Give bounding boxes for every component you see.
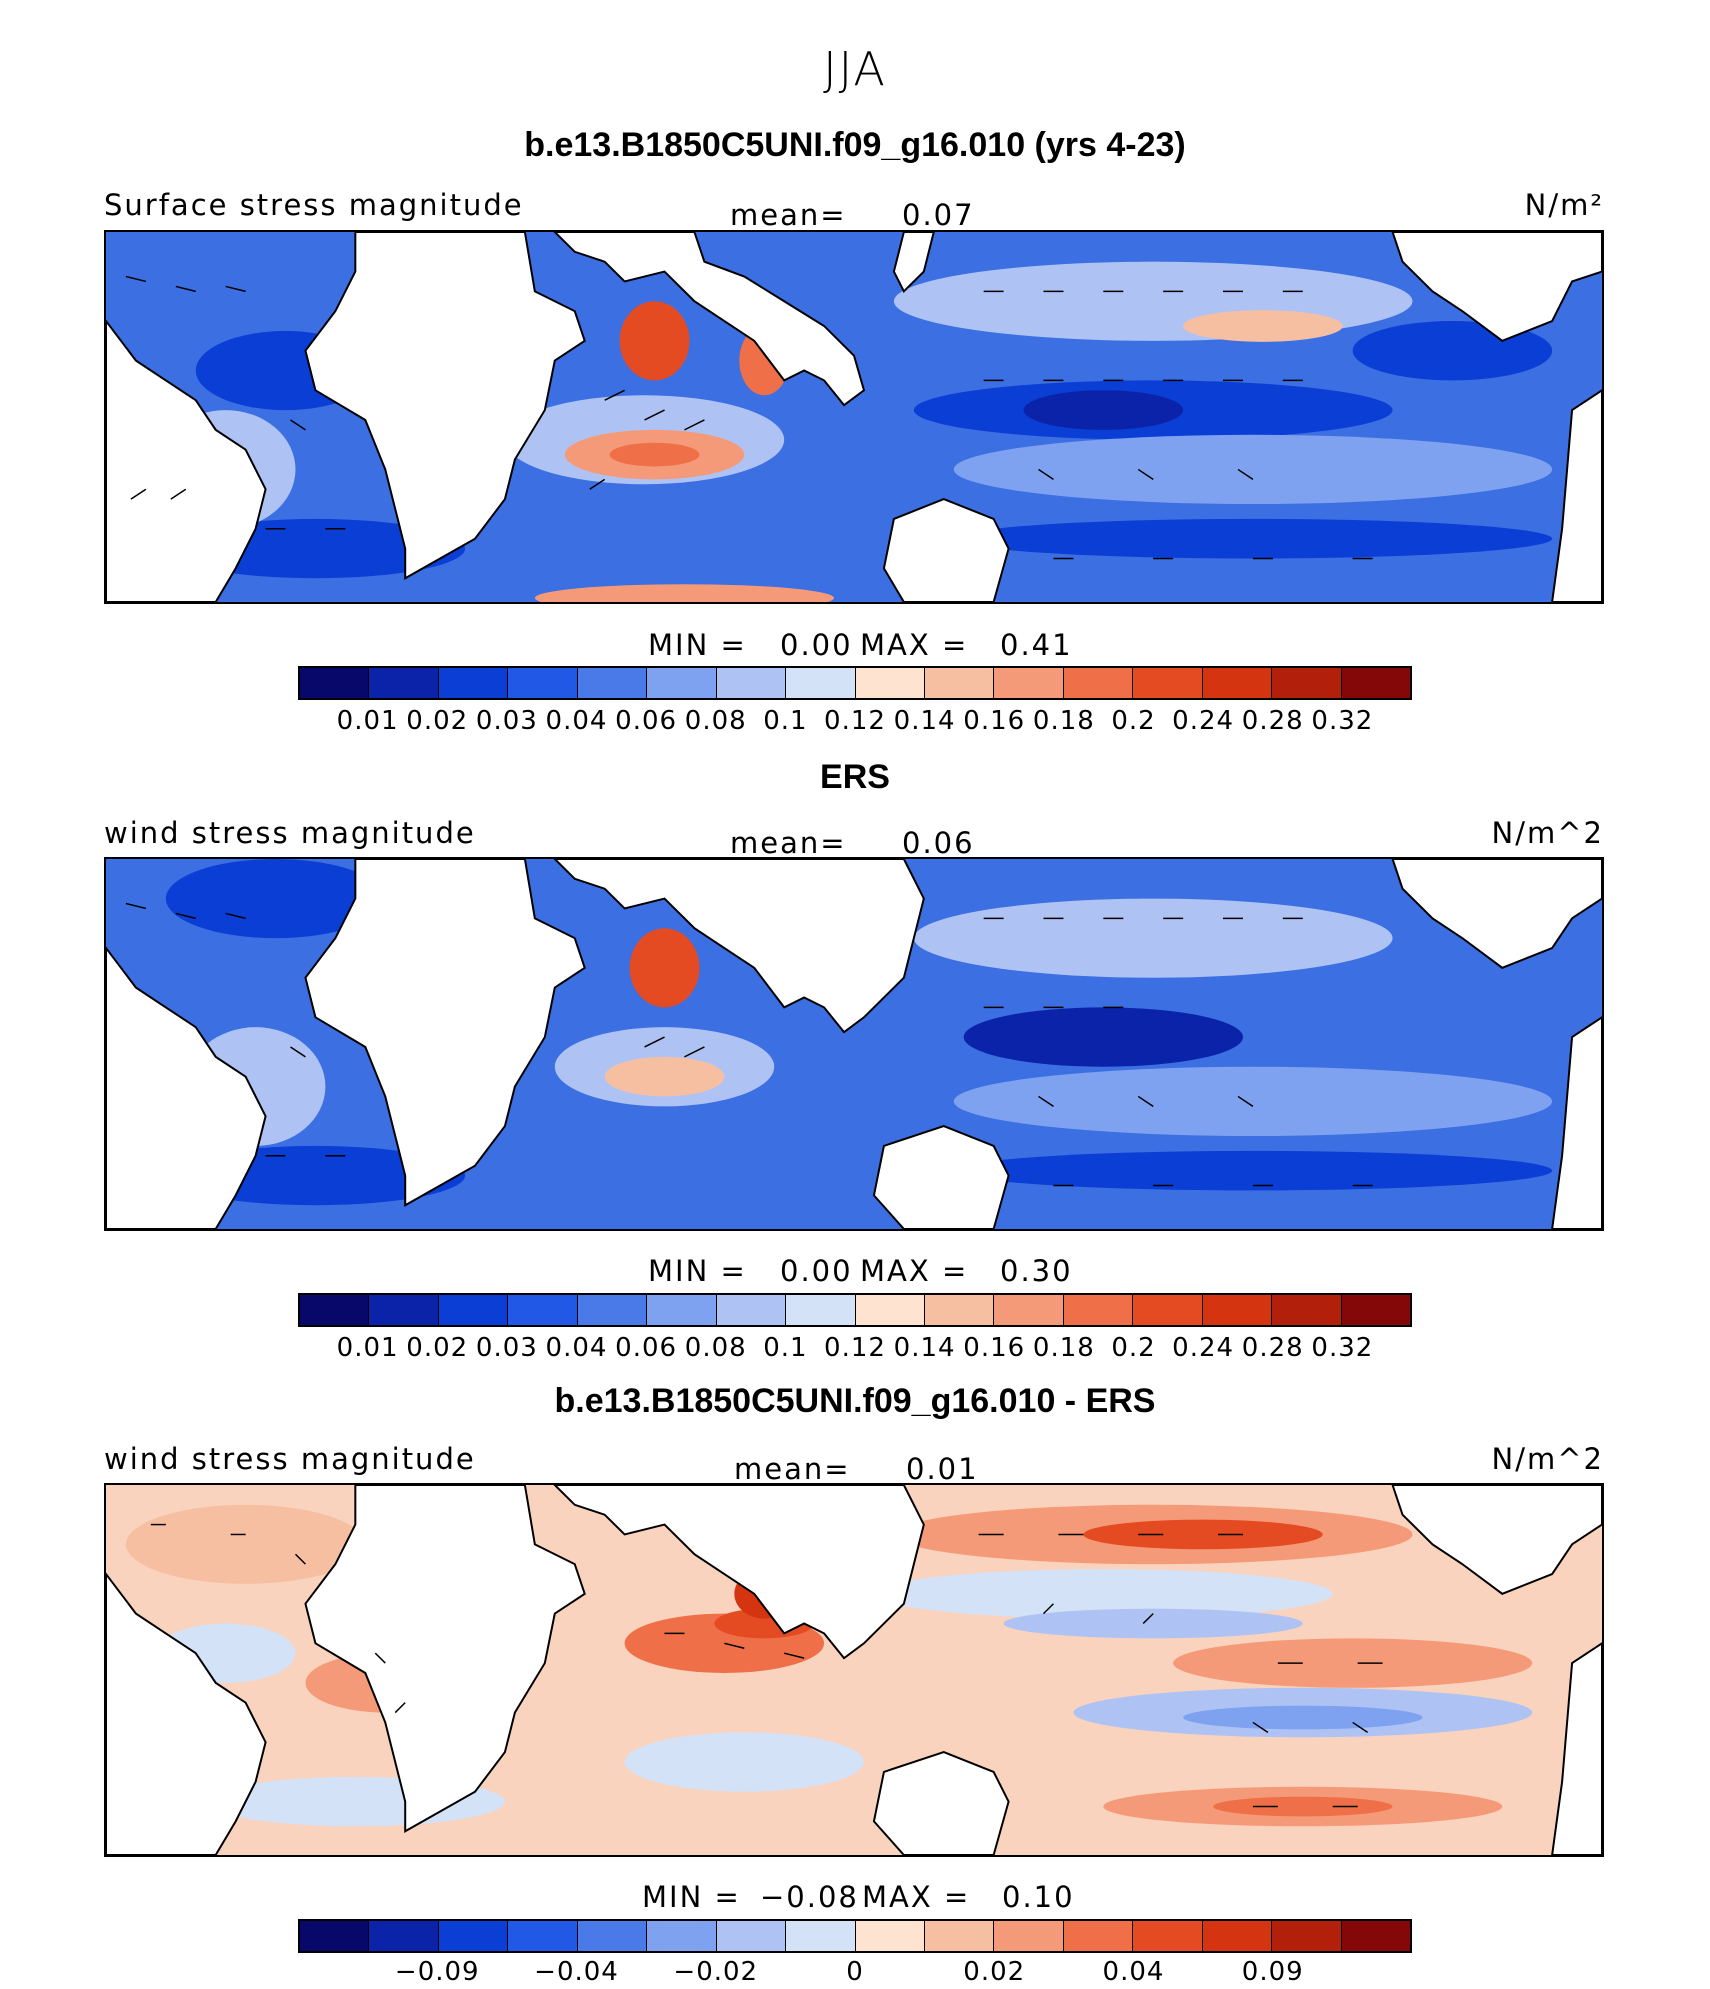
panel1-tick: 0.18 [1032,706,1095,736]
panel3-units: N/m^2 [1491,1442,1604,1476]
panel2-colorbar [298,1293,1412,1327]
panel1-tick: 0.02 [406,706,469,736]
panel3-colorbar [298,1919,1412,1953]
panel1-tick: 0.1 [763,706,808,736]
panel2-mean-label: mean= [730,826,847,860]
panel2-tick: 0.2 [1111,1333,1156,1363]
panel1-tick: 0.08 [684,706,747,736]
panel2-tick: 0.28 [1241,1333,1304,1363]
panel2-min-value: 0.00 [780,1254,853,1288]
panel3-tick: −0.02 [673,1957,759,1987]
panel1-max-label: MAX = [860,628,969,662]
panel1-tick: 0.01 [336,706,399,736]
panel3-colorbar-ticks: −0.09 −0.04 −0.02 0 0.02 0.04 0.09 [298,1957,1412,1987]
panel2-max-value: 0.30 [1000,1254,1073,1288]
panel2-tick: 0.16 [963,1333,1026,1363]
panel3-max-label: MAX = [862,1880,971,1914]
panel2-tick: 0.24 [1172,1333,1235,1363]
panel2-tick: 0.12 [824,1333,886,1363]
panel2-map [104,857,1604,1231]
panel2-min-label: MIN = [648,1254,747,1288]
panel1-colorbar-ticks: 0.01 0.02 0.03 0.04 0.06 0.08 0.1 0.12 0… [298,706,1412,736]
panel3-title: b.e13.B1850C5UNI.f09_g16.010 - ERS [554,1382,1156,1420]
panel1-tick: 0.12 [824,706,886,736]
panel3-min-label: MIN = [642,1880,741,1914]
panel1-min-label: MIN = [648,628,747,662]
panel2-max-label: MAX = [860,1254,969,1288]
panel1-tick: 0.14 [893,706,956,736]
panel1-tick: 0.04 [545,706,608,736]
panel1-mean-value: 0.07 [902,198,975,232]
panel1-field-label: Surface stress magnitude [104,188,524,222]
panel1-tick: 0.28 [1241,706,1304,736]
panel1-max-value: 0.41 [1000,628,1073,662]
panel1-tick: 0.03 [475,706,538,736]
panel1-map [104,230,1604,604]
panel1-tick: 0.2 [1111,706,1156,736]
season-title: JJA [823,42,887,96]
panel1-tick: 0.06 [615,706,678,736]
panel3-tick: −0.04 [534,1957,619,1987]
panel2-tick: 0.14 [893,1333,956,1363]
panel2-tick: 0.01 [336,1333,399,1363]
panel2-tick: 0.06 [615,1333,678,1363]
panel3-tick: 0.02 [963,1957,1026,1987]
panel2-tick: 0.08 [684,1333,747,1363]
panel3-tick: 0.04 [1102,1957,1165,1987]
panel2-tick: 0.03 [475,1333,538,1363]
panel3-min-value: −0.08 [760,1880,859,1914]
panel1-title: b.e13.B1850C5UNI.f09_g16.010 (yrs 4-23) [524,126,1186,164]
panel3-mean-value: 0.01 [906,1452,979,1486]
panel1-min-value: 0.00 [780,628,853,662]
panel1-units: N/m² [1524,188,1604,222]
panel1-tick: 0.16 [963,706,1026,736]
panel3-tick: 0.09 [1241,1957,1304,1987]
panel1-mean-label: mean= [730,198,847,232]
panel3-tick: 0 [846,1957,864,1987]
panel1-tick: 0.32 [1311,706,1374,736]
panel3-max-value: 0.10 [1002,1880,1075,1914]
panel2-tick: 0.18 [1032,1333,1095,1363]
panel2-title: ERS [820,758,890,796]
panel3-map [104,1483,1604,1857]
panel3-field-label: wind stress magnitude [104,1442,476,1476]
panel2-units: N/m^2 [1491,816,1604,850]
panel2-tick: 0.04 [545,1333,608,1363]
panel2-mean-value: 0.06 [902,826,975,860]
panel1-tick: 0.24 [1172,706,1235,736]
panel3-tick: −0.09 [394,1957,480,1987]
panel2-tick: 0.1 [763,1333,808,1363]
panel2-colorbar-ticks: 0.01 0.02 0.03 0.04 0.06 0.08 0.1 0.12 0… [298,1333,1412,1363]
panel2-field-label: wind stress magnitude [104,816,476,850]
panel2-tick: 0.02 [406,1333,469,1363]
panel2-tick: 0.32 [1311,1333,1374,1363]
panel1-colorbar [298,666,1412,700]
panel3-mean-label: mean= [734,1452,851,1486]
